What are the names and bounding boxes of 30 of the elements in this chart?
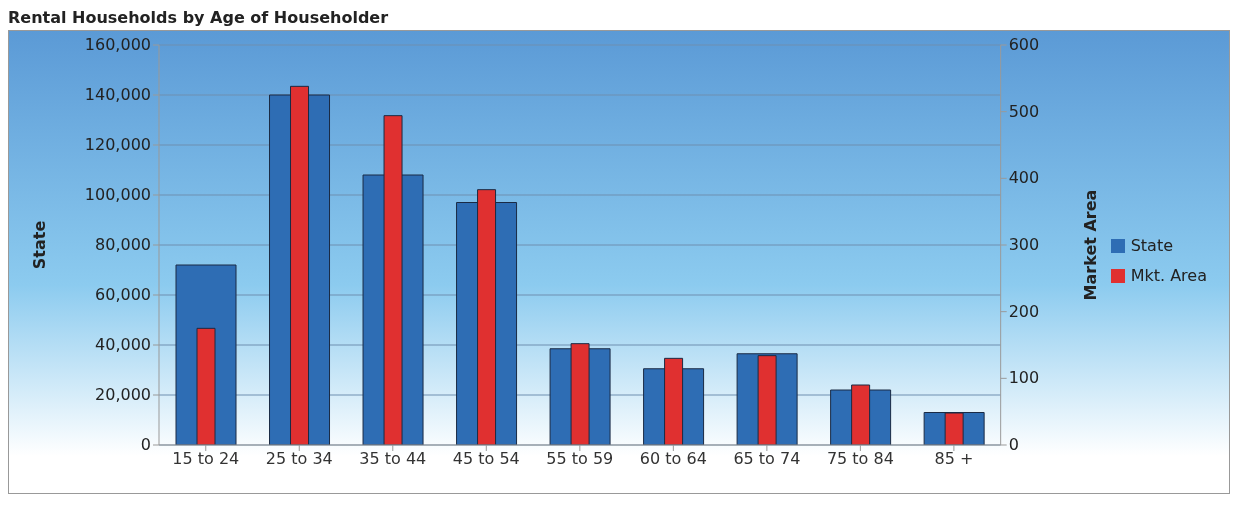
y2-axis-title: Market Area [1081,189,1101,301]
y-tick-label: 100,000 [84,185,151,204]
text: State [1130,235,1174,257]
chart-title: Rental Households by Age of Householder [8,8,390,29]
y2-tick-label: 200 [1008,301,1040,321]
y-tick-label: 140,000 [84,85,151,104]
y2-tick-label: 600 [1008,35,1040,54]
x-tick-label: 55 to 59 [546,449,614,469]
y-tick-label: 60,000 [95,285,151,304]
legend-label: Mkt. Area [1130,265,1207,287]
x-tick-label: 35 to 44 [359,449,427,469]
y-tick-label: 120,000 [84,135,151,154]
x-tick-label: 60 to 64 [639,449,707,469]
y2-tick-label: 500 [1008,101,1040,121]
y-tick-label: 20,000 [95,385,151,404]
y-axis-title: State [29,220,49,270]
y2-tick-label: 100 [1008,368,1040,388]
y2-tick-label: 300 [1008,235,1040,254]
x-tick-label: 45 to 54 [452,449,520,469]
y-tick-label: 40,000 [95,335,151,354]
y2-tick-label: 400 [1008,168,1040,188]
y-tick-label: 80,000 [95,235,151,254]
x-tick-label: 75 to 84 [826,449,894,469]
y-tick-label: 160,000 [84,35,151,54]
y-tick-label: 0 [140,435,151,454]
x-tick-label: 15 to 24 [172,449,240,469]
x-tick-label: 85 + [934,449,974,469]
x-tick-label: 65 to 74 [733,449,801,469]
x-tick-label: 25 to 34 [265,449,333,469]
y2-tick-label: 0 [1008,435,1019,454]
